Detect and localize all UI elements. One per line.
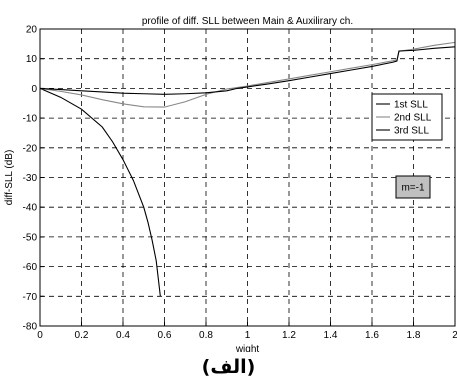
annotation-text: m=-1 [401, 183, 425, 194]
grid-lines [40, 29, 455, 326]
x-tick-label: 1 [245, 330, 251, 341]
y-tick-label: -20 [23, 143, 38, 154]
y-tick-label: 0 [31, 84, 37, 95]
x-tick-label: 0 [37, 330, 43, 341]
y-tick-label: -10 [23, 114, 38, 125]
series-line-1 [39, 87, 161, 297]
x-tick-label: 1.2 [282, 330, 296, 341]
x-tick-label: 0.6 [158, 330, 172, 341]
axis-ticks: 0 0.2 0.4 0.6 0.8 1 1.2 1.4 1.6 1.8 2 -80 -70 -60 -50 -… [23, 25, 457, 342]
legend-label: 2nd SLL [394, 113, 432, 124]
annotation-box-background [395, 175, 431, 199]
x-tick-label: 1.6 [365, 330, 379, 341]
series-lines [39, 41, 456, 297]
legend-label: 1st SLL [394, 100, 428, 111]
y-tick-label: 10 [26, 54, 38, 65]
annotation-box: m=-1 [395, 175, 431, 199]
legend: 1st SLL 2nd SLL 3rd SLL [371, 93, 443, 141]
x-tick-label: 0.4 [116, 330, 130, 341]
plot-area-frame [39, 28, 456, 327]
y-tick-label: -30 [23, 173, 38, 184]
figure-caption: (الف) [201, 356, 256, 378]
x-tick-label: 2 [452, 330, 457, 341]
chart: 0 0.2 0.4 0.6 0.8 1 1.2 1.4 1.6 1.8 2 -80 -70 -60 -50 -… [4, 16, 457, 352]
x-tick-label: 0.2 [75, 330, 89, 341]
series-line-3 [39, 46, 456, 95]
chart-title: profile of diff. SLL between Main & Auxi… [142, 16, 353, 27]
y-tick-label: -50 [23, 232, 38, 243]
y-tick-label: -40 [23, 203, 38, 214]
x-axis-label: wight [235, 344, 260, 352]
x-tick-label: 0.8 [199, 330, 213, 341]
y-tick-label: -80 [23, 322, 38, 333]
legend-label: 3rd SLL [394, 126, 429, 137]
x-tick-label: 1.8 [407, 330, 421, 341]
x-tick-label: 1.4 [324, 330, 338, 341]
y-tick-label: -60 [23, 262, 38, 273]
y-tick-label: -70 [23, 292, 38, 303]
y-axis-label: diff-SLL (dB) [4, 150, 15, 206]
y-tick-label: 20 [26, 25, 38, 36]
